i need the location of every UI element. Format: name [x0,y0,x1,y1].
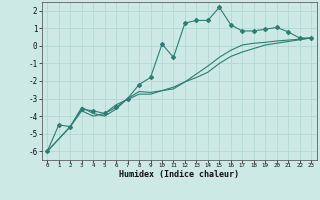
X-axis label: Humidex (Indice chaleur): Humidex (Indice chaleur) [119,170,239,179]
